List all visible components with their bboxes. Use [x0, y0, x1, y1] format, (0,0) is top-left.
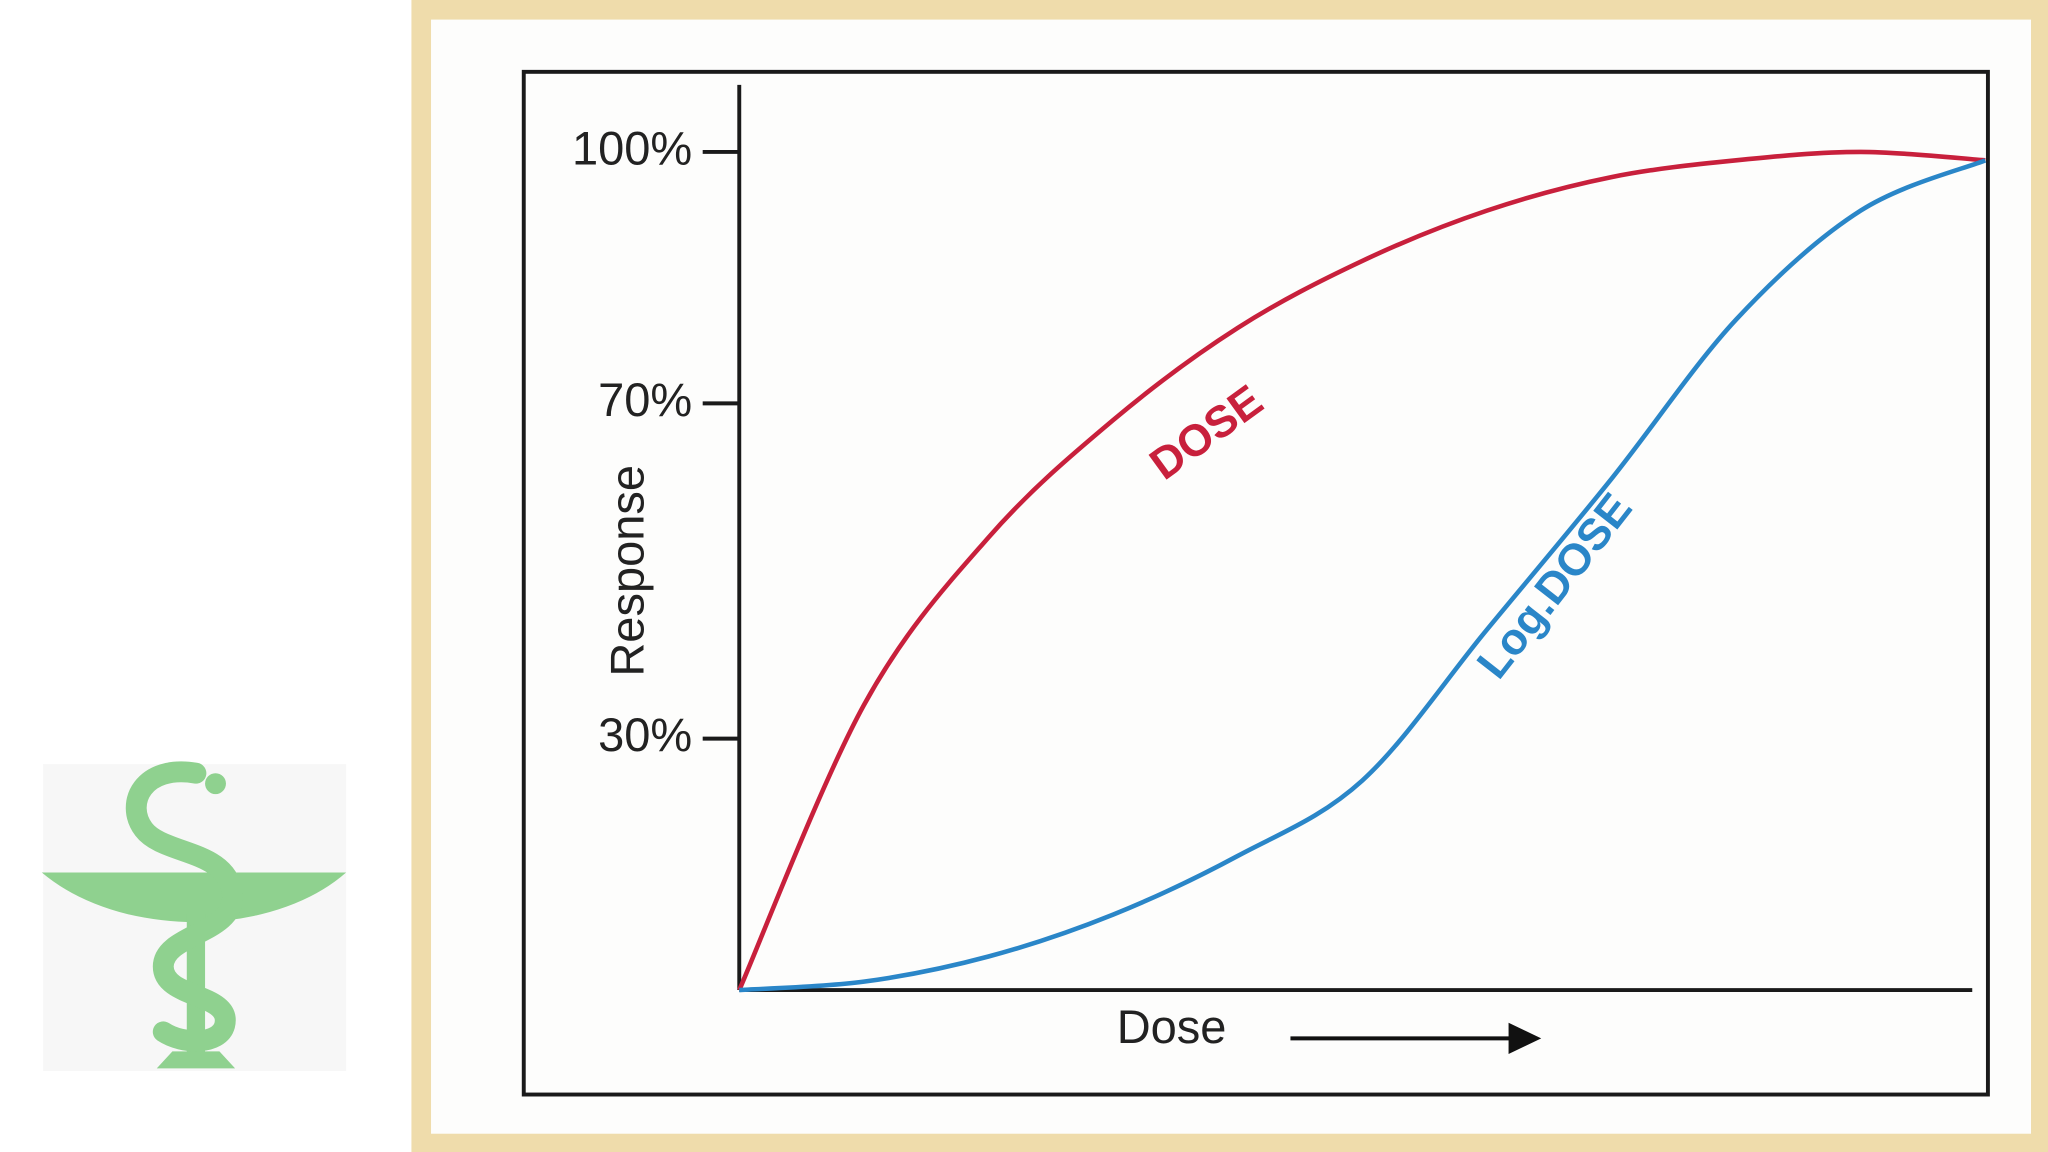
series-line — [739, 158, 1987, 993]
x-axis-label: Dose — [1117, 1000, 1227, 1053]
y-axis-label: Response — [600, 465, 653, 677]
x-arrow-head — [1508, 1022, 1542, 1055]
picture — [431, 19, 2032, 1134]
logo-base — [156, 1051, 236, 1069]
logo-snake-head — [205, 773, 226, 795]
logo-snake — [125, 761, 243, 1052]
plot-frame — [521, 69, 1990, 1097]
logo-bowl — [41, 872, 347, 923]
series-line — [737, 149, 1986, 991]
y-tick-label: 30% — [598, 708, 692, 761]
pharmacy-logo — [41, 761, 347, 1072]
y-tick-label: 100% — [572, 121, 692, 174]
y-tick-label: 70% — [598, 373, 692, 426]
